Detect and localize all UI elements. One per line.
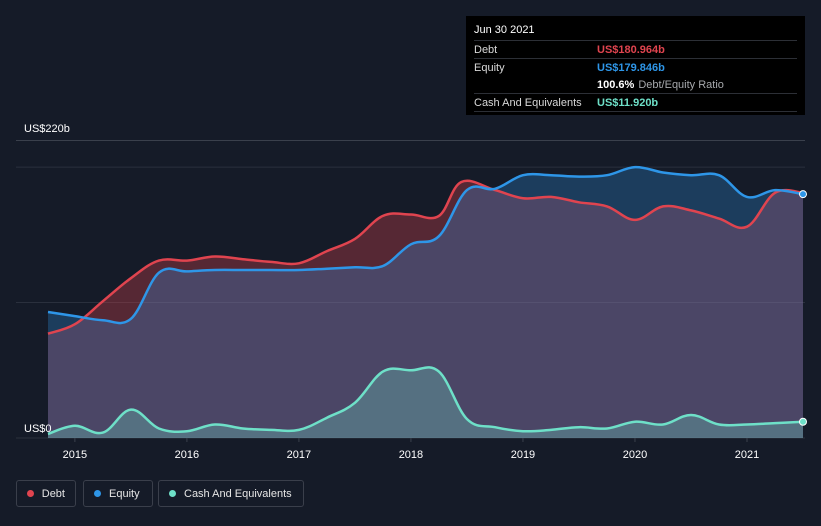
x-tick-label-2017: 2017 [287, 449, 311, 461]
tooltip-debt-label: Debt [474, 44, 498, 56]
tooltip-equity-label: Equity [474, 62, 505, 74]
tooltip-row-ratio: 100.6% Debt/Equity Ratio [474, 77, 797, 94]
legend-cash-label: Cash And Equivalents [184, 487, 292, 500]
area-debt [48, 180, 803, 438]
tooltip-row-equity: Equity US$179.846b [474, 60, 797, 76]
x-tick-label-2021: 2021 [735, 449, 759, 461]
tooltip-equity-value: US$179.846b [597, 62, 665, 74]
tooltip-date: Jun 30 2021 [474, 22, 797, 41]
tooltip-ratio-suffix: Debt/Equity Ratio [638, 79, 724, 91]
area-cash-and-equivalents [48, 367, 803, 438]
tooltip-row-cash: Cash And Equivalents US$11.920b [474, 95, 797, 112]
legend-item-debt[interactable]: Debt [16, 480, 76, 507]
tooltip: Jun 30 2021 Debt US$180.964b Equity US$1… [466, 16, 805, 115]
legend-item-equity[interactable]: Equity [83, 480, 153, 507]
line-equity [47, 165, 804, 325]
y-axis-bottom-label: US$0 [24, 423, 52, 435]
tooltip-row-debt: Debt US$180.964b [474, 42, 797, 59]
marker-cash-and-equivalents [799, 417, 807, 426]
legend-equity-dot-icon [94, 490, 101, 497]
legend-debt-dot-icon [27, 490, 34, 497]
tooltip-ratio-value: 100.6% [597, 79, 635, 91]
area-equity [48, 167, 803, 438]
legend-debt-label: Debt [41, 487, 65, 500]
x-tick-label-2020: 2020 [623, 449, 647, 461]
marker-equity [799, 190, 807, 199]
tooltip-cash-value: US$11.920b [597, 97, 659, 109]
legend-item-cash[interactable]: Cash And Equivalents [158, 480, 304, 507]
tooltip-cash-label: Cash And Equivalents [474, 97, 582, 109]
line-debt [47, 179, 804, 335]
legend-equity-label: Equity [109, 487, 140, 500]
x-tick-label-2018: 2018 [399, 449, 423, 461]
x-tick-label-2019: 2019 [511, 449, 535, 461]
tooltip-debt-value: US$180.964b [597, 44, 665, 56]
legend-cash-dot-icon [169, 490, 176, 497]
line-cash-and-equivalents [47, 366, 804, 436]
tooltip-ratio-label [474, 77, 597, 93]
y-axis-top-label: US$220b [24, 123, 70, 135]
x-tick-label-2016: 2016 [175, 449, 199, 461]
x-tick-label-2015: 2015 [63, 449, 87, 461]
